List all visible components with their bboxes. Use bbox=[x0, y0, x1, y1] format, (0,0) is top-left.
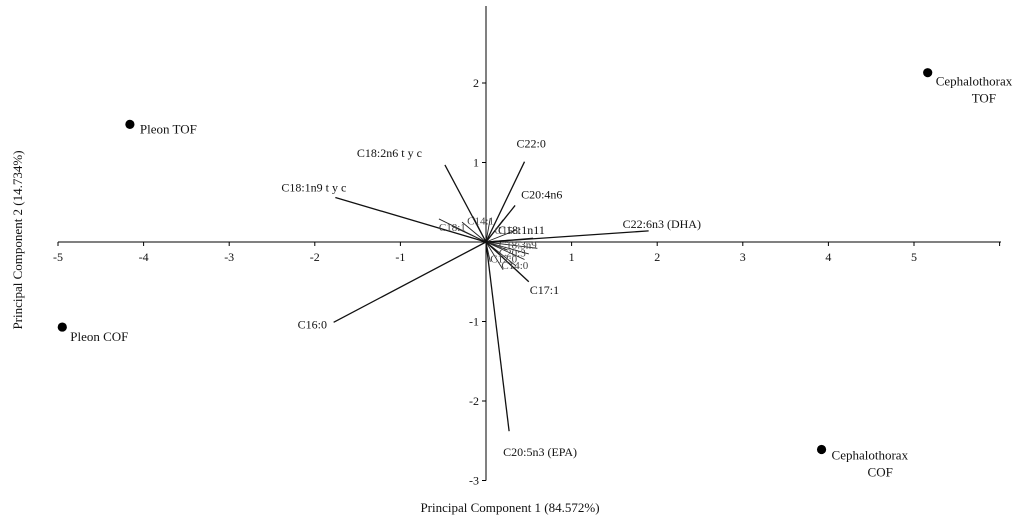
score-point bbox=[816, 444, 827, 455]
x-tick-label: -2 bbox=[310, 250, 320, 264]
y-tick-label: -2 bbox=[469, 394, 479, 408]
score-label: Pleon TOF bbox=[140, 121, 197, 136]
loading-vector bbox=[485, 205, 516, 243]
x-tick-label: 5 bbox=[911, 250, 917, 264]
loading-vector bbox=[335, 196, 487, 243]
minor-loading-vector bbox=[485, 241, 525, 260]
y-axis-title: Principal Component 2 (14.734%) bbox=[10, 150, 25, 329]
crowded-loading-label: C18:1n11 bbox=[498, 223, 545, 237]
y-tick-label: 2 bbox=[473, 76, 479, 90]
score-label: Cephalothorax TOF bbox=[936, 74, 1013, 106]
crowded-loading-label: C18:1 bbox=[439, 222, 466, 234]
minor-loading-vector bbox=[451, 225, 487, 243]
x-tick-label: 4 bbox=[825, 250, 831, 264]
loading-vector bbox=[485, 161, 526, 243]
crowded-loading-label: C15:1 bbox=[495, 225, 522, 237]
x-tick-label: 2 bbox=[654, 250, 660, 264]
loading-vector bbox=[444, 164, 487, 243]
loading-label: C22:0 bbox=[517, 137, 546, 151]
score-point bbox=[57, 322, 67, 332]
minor-loading-vector bbox=[485, 218, 491, 243]
crowded-loading-label: C14:0 bbox=[501, 260, 528, 272]
x-tick-label: -4 bbox=[139, 250, 149, 264]
minor-loading-vector bbox=[485, 241, 538, 249]
score-label: Pleon COF bbox=[70, 329, 128, 344]
loading-vector bbox=[333, 241, 487, 323]
y-tick-label: -1 bbox=[469, 315, 479, 329]
minor-loading-vector bbox=[485, 241, 529, 255]
x-tick-label: 1 bbox=[569, 250, 575, 264]
loading-vector bbox=[485, 230, 649, 243]
minor-loading-vector bbox=[485, 241, 504, 271]
x-tick-label: 3 bbox=[740, 250, 746, 264]
crowded-loading-label: C20:3 bbox=[499, 247, 526, 259]
loading-label: C18:1n9 t y c bbox=[281, 180, 346, 194]
loading-label: C20:4n6 bbox=[521, 187, 562, 201]
loading-vector bbox=[485, 241, 510, 432]
y-tick-label: -3 bbox=[469, 474, 479, 488]
loading-vector bbox=[485, 241, 530, 283]
minor-loading-vector bbox=[485, 229, 517, 243]
minor-loading-vector bbox=[461, 221, 487, 243]
loading-label: C22:6n3 (DHA) bbox=[623, 217, 701, 231]
crowded-loading-label: C14:1 bbox=[467, 216, 494, 228]
loading-label: C17:1 bbox=[530, 283, 559, 297]
x-tick-label: -5 bbox=[53, 250, 63, 264]
x-tick-label: -3 bbox=[224, 250, 234, 264]
score-label: Cephalothorax COF bbox=[832, 447, 909, 479]
score-point bbox=[125, 119, 135, 129]
y-tick-label: 1 bbox=[473, 156, 479, 170]
loading-label: C16:0 bbox=[298, 317, 327, 331]
crowded-loading-label: C12:0 bbox=[490, 254, 517, 266]
x-axis-title: Principal Component 1 (84.572%) bbox=[420, 500, 599, 515]
crowded-loading-label: C18:3n9 bbox=[499, 239, 537, 251]
loading-label: C18:2n6 t y c bbox=[357, 146, 422, 160]
loading-label: C20:5n3 (EPA) bbox=[503, 445, 577, 459]
minor-loading-vector bbox=[485, 241, 508, 251]
score-point bbox=[923, 68, 933, 78]
x-tick-label: -1 bbox=[395, 250, 405, 264]
